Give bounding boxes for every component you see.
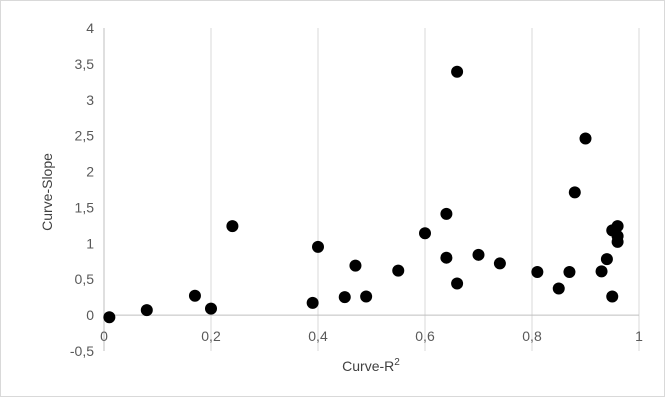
data-point-23 bbox=[595, 265, 608, 278]
data-point-19 bbox=[552, 282, 565, 295]
axes bbox=[103, 28, 639, 351]
y-tick-label-3: 1 bbox=[86, 235, 94, 251]
x-tick-label-5: 1 bbox=[635, 328, 643, 344]
data-point-18 bbox=[531, 266, 544, 279]
y-tick-label-1: 0 bbox=[86, 307, 94, 323]
data-point-1 bbox=[140, 304, 153, 317]
x-tick-label-1: 0,2 bbox=[201, 328, 221, 344]
gridlines bbox=[210, 28, 640, 351]
data-point-9 bbox=[360, 290, 373, 303]
data-point-16 bbox=[472, 248, 485, 261]
x-axis-title-superscript: 2 bbox=[394, 357, 400, 368]
x-tick-label-3: 0,6 bbox=[415, 328, 435, 344]
y-tick-label-6: 2,5 bbox=[75, 128, 95, 144]
data-point-2 bbox=[188, 289, 201, 302]
x-tick-label-4: 0,8 bbox=[522, 328, 542, 344]
x-axis-title: Curve-R2 bbox=[342, 357, 400, 374]
data-point-7 bbox=[338, 291, 351, 304]
y-tick-label-9: 4 bbox=[86, 20, 94, 36]
data-point-0 bbox=[103, 311, 116, 324]
y-tick-label-5: 2 bbox=[86, 164, 94, 180]
data-point-8 bbox=[349, 259, 362, 272]
data-point-26 bbox=[606, 290, 619, 303]
data-point-22 bbox=[579, 132, 592, 145]
data-point-27 bbox=[611, 220, 624, 233]
data-point-21 bbox=[568, 186, 581, 199]
tick-labels: -0,5 0 0,5 1 1,5 2 2,5 3 3,5 4 0 0,2 0,4 0,6 0,8 1 bbox=[70, 20, 643, 359]
data-point-13 bbox=[440, 251, 453, 264]
data-point-5 bbox=[306, 296, 319, 309]
y-tick-label-8: 3,5 bbox=[75, 56, 95, 72]
data-point-17 bbox=[493, 257, 506, 270]
data-point-29 bbox=[611, 235, 624, 248]
data-points bbox=[103, 65, 624, 324]
x-tick-label-2: 0,4 bbox=[308, 328, 328, 344]
data-point-20 bbox=[563, 266, 576, 279]
y-axis-title: Curve-Slope bbox=[39, 153, 55, 231]
y-tick-label-0: -0,5 bbox=[70, 343, 94, 359]
data-point-6 bbox=[312, 240, 324, 253]
data-point-3 bbox=[205, 302, 217, 315]
data-point-10 bbox=[392, 264, 405, 277]
data-point-11 bbox=[419, 227, 431, 240]
data-point-12 bbox=[440, 207, 453, 220]
data-point-14 bbox=[451, 65, 464, 78]
y-tick-label-2: 0,5 bbox=[75, 271, 95, 287]
data-point-24 bbox=[600, 253, 613, 266]
x-axis-title-text: Curve-R bbox=[342, 358, 394, 374]
data-point-15 bbox=[451, 277, 464, 290]
data-point-4 bbox=[226, 220, 239, 233]
y-tick-label-4: 1,5 bbox=[75, 199, 95, 215]
y-tick-label-7: 3 bbox=[86, 92, 94, 108]
x-tick-label-0: 0 bbox=[100, 328, 108, 344]
